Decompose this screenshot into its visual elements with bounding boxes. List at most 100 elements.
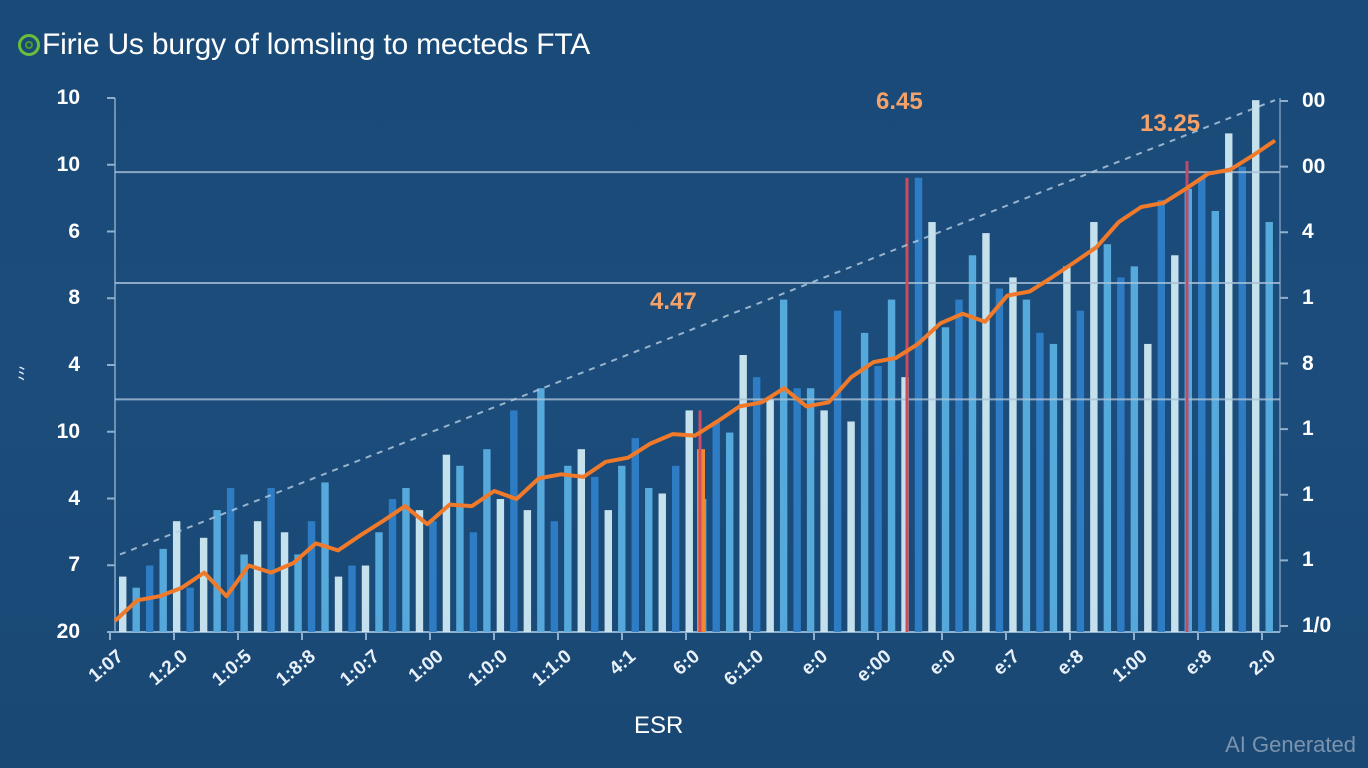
y-tick-label-left: 6	[68, 219, 80, 243]
logo-icon	[18, 34, 40, 56]
bar	[119, 576, 127, 632]
bar	[591, 476, 599, 632]
bar	[1225, 133, 1233, 632]
y-tick-label-right: 1	[1302, 548, 1314, 572]
bar	[375, 532, 383, 632]
y-tick-label-left: 20	[56, 620, 80, 643]
y-tick-label-right: 4	[1302, 220, 1314, 244]
bar	[361, 565, 370, 632]
bar	[1063, 266, 1071, 632]
bar	[321, 482, 329, 632]
bar	[1009, 277, 1017, 632]
bar	[982, 233, 990, 632]
y-tick-label-left: 4	[68, 353, 80, 376]
bar	[914, 177, 923, 632]
y-tick-label-right: 8	[1302, 351, 1314, 375]
bar	[685, 410, 693, 632]
bar	[415, 510, 424, 632]
bar	[186, 587, 194, 632]
bar	[294, 554, 302, 632]
bar	[429, 521, 437, 632]
bar	[1211, 210, 1219, 632]
annotation-label: 13.25	[1140, 110, 1201, 137]
chart-title-text: Firie Us burgy of lomsling to mecteds FT…	[42, 28, 591, 61]
bar	[631, 438, 639, 632]
bar	[1171, 255, 1179, 632]
bar	[725, 432, 734, 632]
y-tick-label-right: 1/0	[1302, 614, 1332, 637]
bar	[267, 487, 275, 632]
bar	[1265, 222, 1273, 633]
bar	[1252, 100, 1260, 632]
bar	[240, 554, 248, 632]
y-tick-label-left: 10	[56, 152, 80, 176]
bar	[739, 355, 747, 632]
bar	[766, 399, 774, 632]
annotation-label: 4.47	[650, 288, 697, 315]
bar	[334, 576, 343, 632]
bar	[1144, 343, 1152, 632]
bar	[280, 532, 289, 632]
y-tick-label-right: 00	[1302, 154, 1326, 178]
bar	[1117, 277, 1125, 632]
bar	[618, 465, 626, 632]
bar	[537, 388, 545, 632]
bar	[199, 537, 208, 632]
y-tick-label-right: 1	[1302, 417, 1314, 441]
bar	[1130, 266, 1139, 632]
annotation-label: 6.45	[876, 88, 923, 115]
bar	[132, 587, 140, 632]
bar	[672, 465, 680, 632]
y-axis-label-left: ﾐ	[17, 364, 26, 384]
bar	[442, 454, 451, 632]
bar	[1022, 299, 1031, 632]
bar	[995, 288, 1004, 632]
bar	[955, 299, 963, 632]
bar	[658, 493, 666, 632]
bar	[564, 465, 572, 632]
bar	[901, 377, 909, 632]
bar	[1049, 343, 1058, 632]
y-tick-label-left: 7	[68, 553, 80, 577]
y-tick-label-right: 00	[1302, 89, 1326, 112]
bar	[577, 449, 586, 632]
bar	[550, 521, 559, 632]
bar	[1090, 222, 1098, 633]
bar	[847, 421, 855, 632]
bar	[510, 410, 518, 632]
watermark: AI Generated	[1225, 732, 1356, 757]
bar	[712, 421, 720, 632]
bar	[213, 510, 221, 632]
bar	[253, 521, 262, 632]
bar	[456, 465, 464, 632]
bar	[226, 487, 235, 632]
bar	[887, 299, 896, 632]
bar	[645, 487, 653, 632]
bar	[1198, 177, 1206, 632]
bar	[1076, 310, 1085, 632]
bar	[402, 487, 410, 632]
y-tick-label-left: 10	[56, 419, 80, 443]
y-tick-label-left: 10	[56, 86, 80, 109]
bar	[820, 410, 828, 632]
bar	[523, 510, 532, 632]
bar	[469, 532, 478, 632]
bar	[860, 332, 869, 632]
bar	[1157, 199, 1166, 632]
bar	[496, 499, 505, 632]
y-tick-label-left: 4	[68, 486, 80, 510]
bar	[1036, 332, 1044, 632]
bar	[968, 255, 977, 632]
bar	[604, 510, 612, 632]
x-axis-label: ESR	[634, 712, 684, 739]
bar	[752, 377, 761, 632]
bar	[388, 499, 397, 632]
bar	[874, 366, 882, 632]
bar	[941, 327, 950, 632]
projection-line	[119, 99, 1276, 556]
bar	[307, 521, 316, 632]
bar	[172, 521, 181, 632]
bar	[159, 548, 167, 632]
bar	[348, 565, 356, 632]
